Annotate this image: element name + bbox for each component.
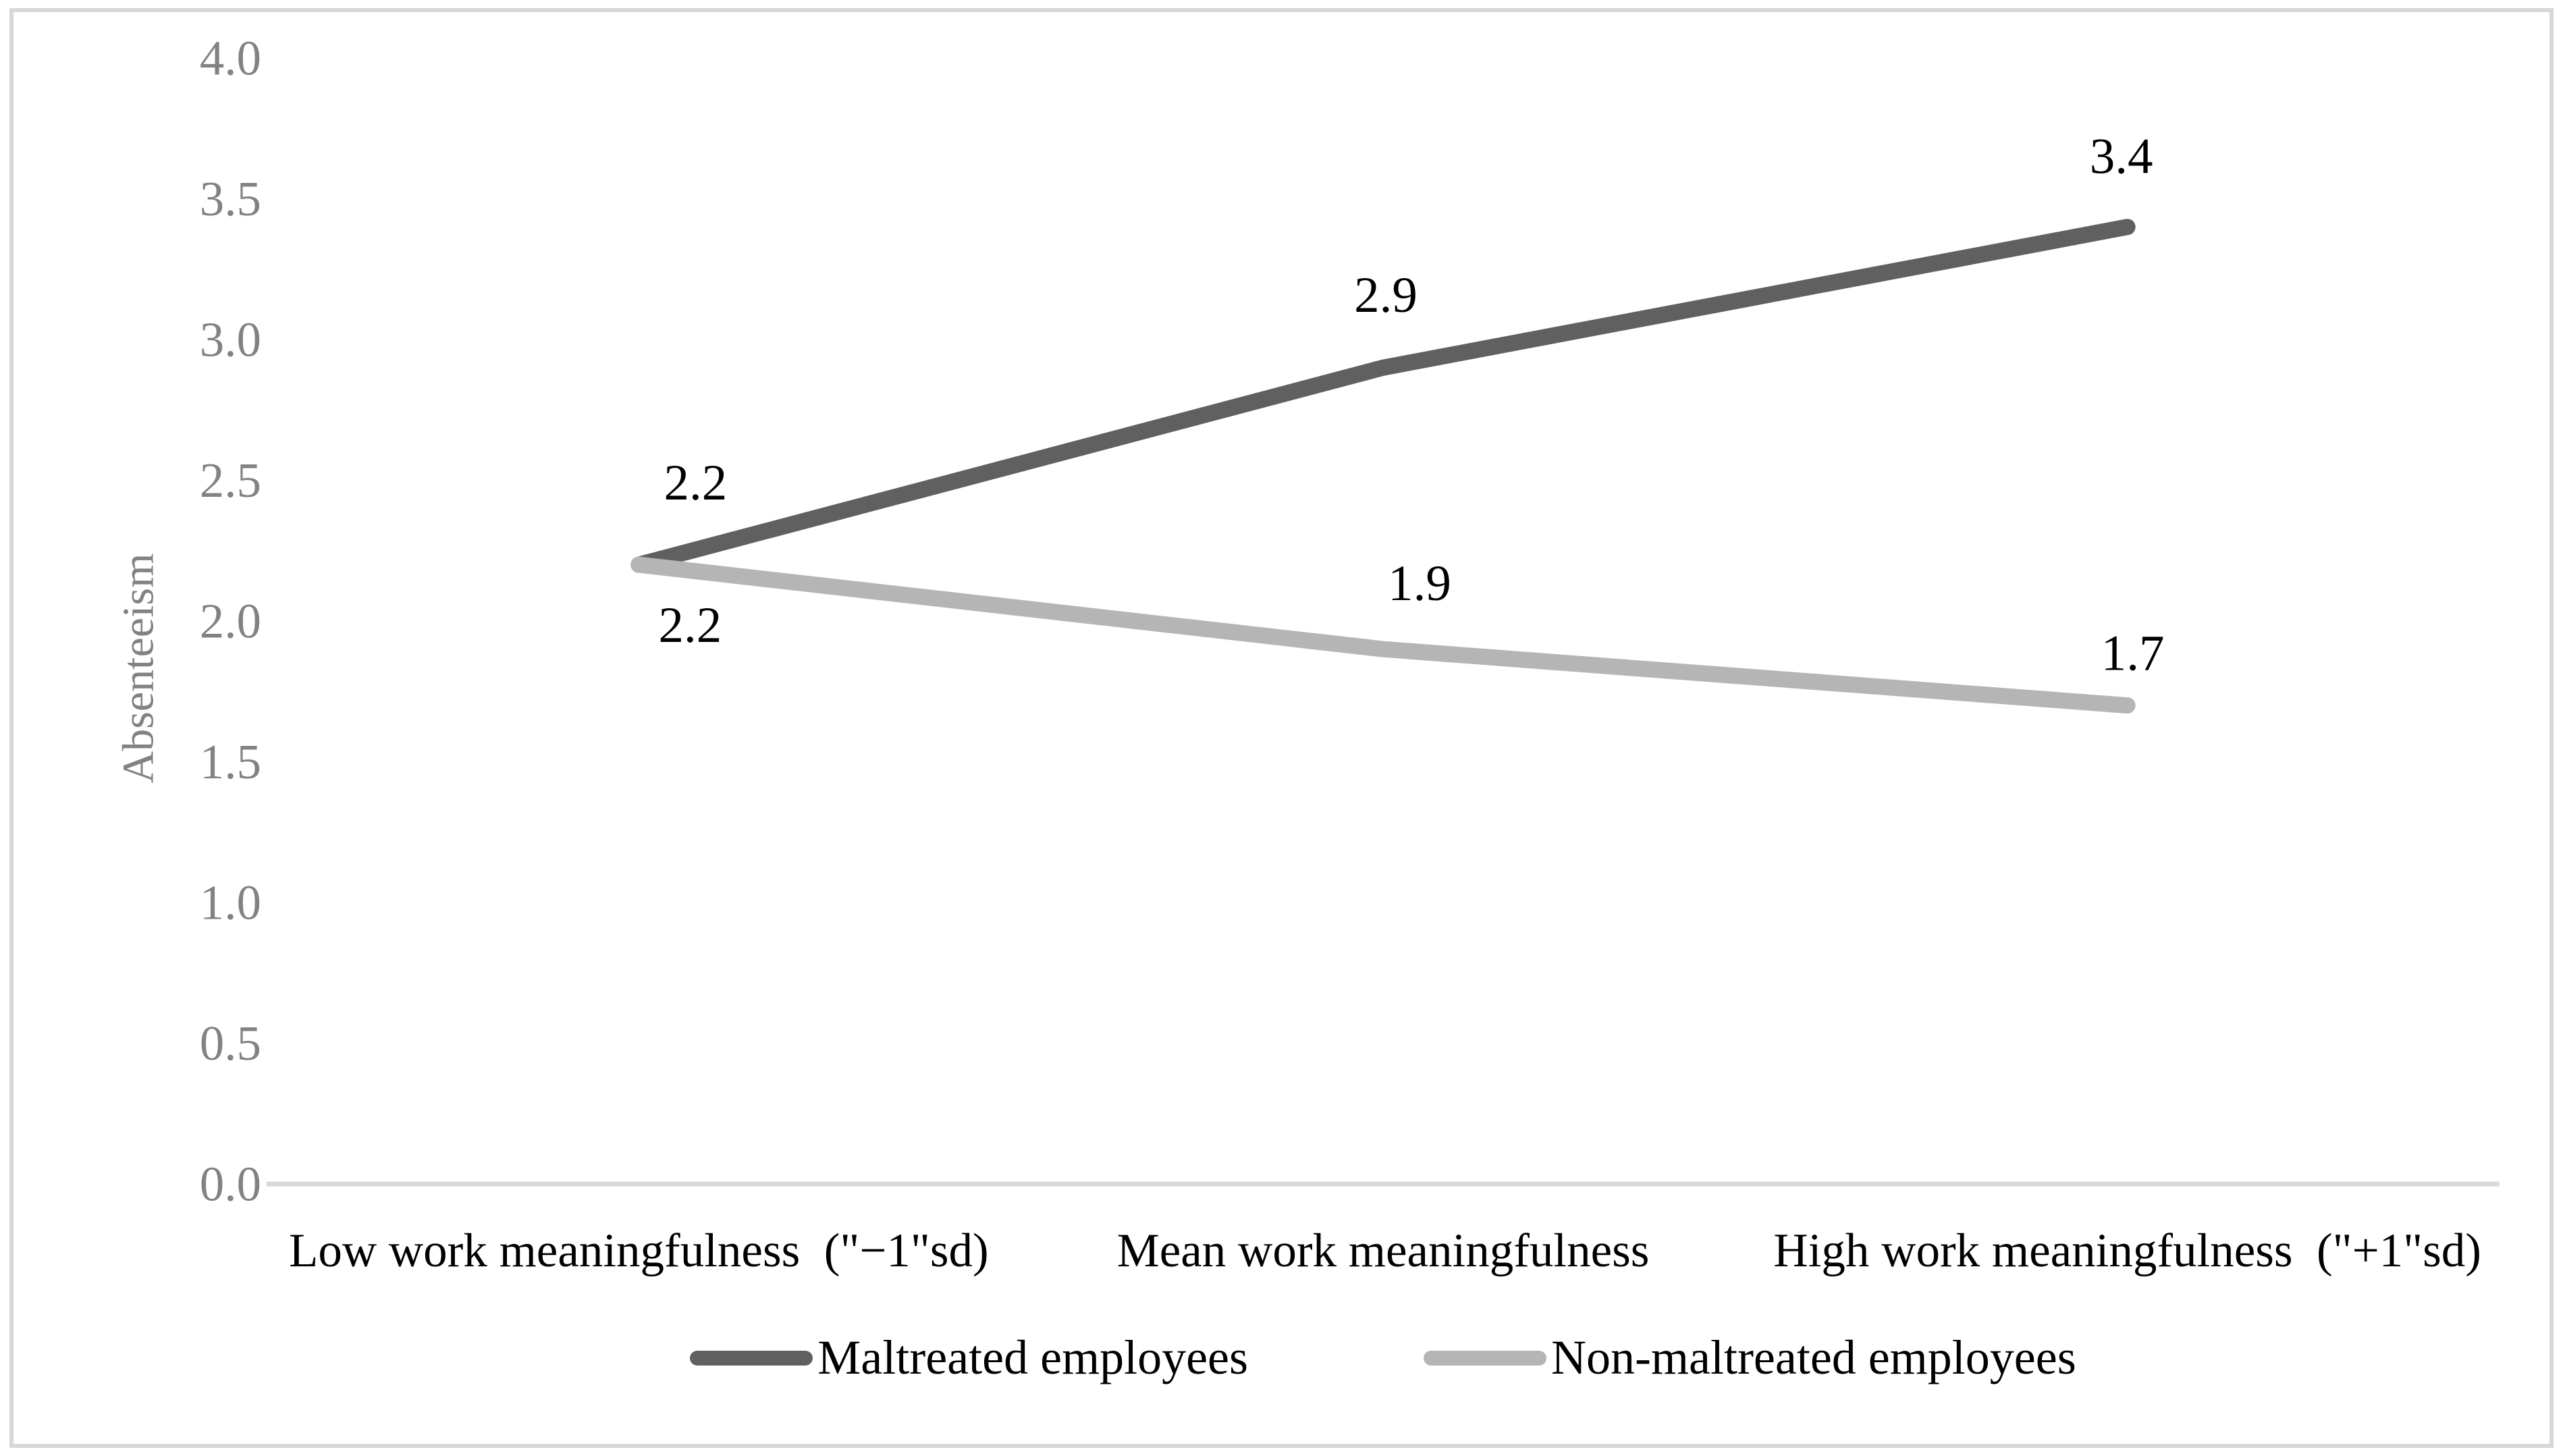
series-line-maltreated <box>630 219 2136 573</box>
legend-item-non-maltreated: Non-maltreated employees <box>1424 1331 2076 1384</box>
x-category-label: Mean work meaningfulness <box>1117 1224 1650 1277</box>
x-category-label: Low work meaningfulness ("−1"sd) <box>289 1224 989 1277</box>
legend-label-maltreated: Maltreated employees <box>817 1330 1249 1385</box>
legend-item-maltreated: Maltreated employees <box>690 1331 1248 1384</box>
data-label: 2.9 <box>1354 267 1418 323</box>
y-tick-label: 4.0 <box>200 31 261 86</box>
legend-label-non-maltreated: Non-maltreated employees <box>1551 1330 2076 1385</box>
y-tick-label: 1.5 <box>200 734 261 789</box>
x-category-labels-layer: Low work meaningfulness ("−1"sd) Mean wor… <box>289 1224 2481 1277</box>
data-labels-layer: 2.2 2.9 3.4 2.2 1.9 1.7 <box>658 129 2164 682</box>
legend: Maltreated employees Non-maltreated empl… <box>267 1324 2500 1392</box>
y-axis-title: Absenteeism <box>114 554 163 784</box>
maltreated-line-swatch-icon <box>690 1351 813 1366</box>
data-label: 1.9 <box>1388 556 1451 612</box>
x-category-label: High work meaningfulness ("+1"sd) <box>1773 1224 2481 1277</box>
y-tick-labels: 0.0 0.5 1.0 1.5 2.0 2.5 3.0 3.5 4.0 <box>200 31 261 1212</box>
y-tick-label: 1.0 <box>200 875 261 930</box>
data-label: 2.2 <box>664 455 727 511</box>
y-tick-label: 0.5 <box>200 1016 261 1071</box>
data-label: 2.2 <box>658 597 722 653</box>
data-label: 1.7 <box>2101 626 2165 682</box>
y-tick-label: 0.0 <box>200 1157 261 1212</box>
series-line-non-maltreated <box>630 556 2136 714</box>
y-tick-label: 2.0 <box>200 594 261 649</box>
data-label: 3.4 <box>2090 129 2153 185</box>
y-tick-label: 3.0 <box>200 313 261 367</box>
series-lines-layer <box>630 219 2136 714</box>
y-tick-label: 2.5 <box>200 453 261 508</box>
non-maltreated-line-swatch-icon <box>1424 1351 1547 1366</box>
y-tick-label: 3.5 <box>200 171 261 226</box>
